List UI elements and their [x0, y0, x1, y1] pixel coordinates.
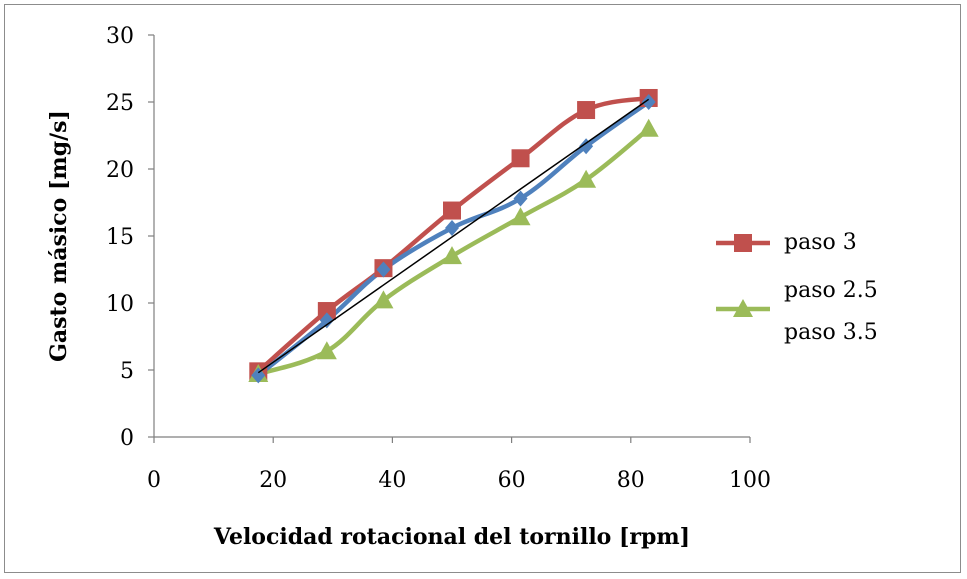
x-tick-label: 80: [617, 468, 645, 493]
legend-label: paso 3: [784, 230, 857, 255]
data-point-series-3: [641, 94, 656, 110]
legend-label: paso 3.5: [784, 320, 878, 345]
y-axis-title: Gasto másico [mg/s]: [46, 110, 72, 362]
y-tick-label: 20: [106, 158, 134, 183]
axes: [153, 35, 750, 438]
chart-frame: [4, 4, 961, 573]
data-point-series-3: [445, 219, 459, 236]
data-point-series-1: [443, 201, 461, 220]
data-point-series-1: [317, 302, 336, 321]
data-point-series-2: [638, 118, 659, 137]
x-ticks: 0 20 40 60 80 100: [147, 437, 771, 493]
y-ticks: 0 5 10 15 20 25 30: [106, 24, 154, 451]
data-point-series-2: [373, 290, 394, 309]
x-tick-label: 20: [259, 468, 287, 493]
data-point-series-1: [511, 149, 530, 168]
data-point-series-1: [577, 101, 596, 120]
x-tick-label: 0: [147, 468, 161, 493]
data-point-series-3: [579, 138, 594, 155]
data-point-series-3: [251, 367, 266, 384]
y-tick-label: 15: [106, 225, 134, 250]
data-point-series-2: [316, 341, 337, 360]
y-tick-label: 10: [106, 292, 134, 317]
x-tick-label: 40: [378, 468, 406, 493]
x-axis-title: Velocidad rotacional del tornillo [rpm]: [213, 524, 690, 550]
legend-key-marker: [734, 234, 752, 252]
trendline: [257, 98, 650, 374]
data-point-series-3: [513, 190, 528, 207]
data-point-series-2: [510, 207, 531, 226]
data-point-series-3: [319, 312, 334, 329]
data-point-series-3: [376, 261, 391, 278]
y-tick-label: 30: [106, 24, 134, 49]
y-tick-label: 0: [120, 426, 134, 451]
legend-label: paso 2.5: [784, 278, 878, 303]
legend-key-marker: [733, 299, 753, 317]
data-point-series-2: [576, 169, 597, 188]
legend: paso 3 paso 2.5 paso 3.5: [716, 230, 878, 345]
x-tick-label: 60: [498, 468, 526, 493]
y-tick-label: 25: [106, 91, 134, 116]
data-point-series-2: [442, 246, 462, 265]
markers-layer: [248, 88, 659, 384]
x-tick-label: 100: [729, 468, 771, 493]
y-tick-label: 5: [120, 359, 134, 384]
